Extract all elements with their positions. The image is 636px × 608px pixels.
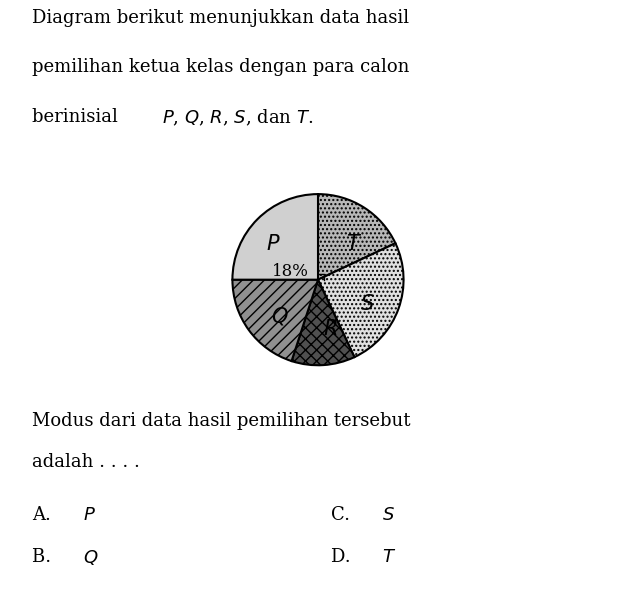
Text: $\it{Q}$: $\it{Q}$ bbox=[83, 548, 98, 567]
Text: D.: D. bbox=[331, 548, 368, 567]
Wedge shape bbox=[232, 280, 318, 361]
Text: Modus dari data hasil pemilihan tersebut: Modus dari data hasil pemilihan tersebut bbox=[32, 412, 410, 430]
Text: $\it{S}$: $\it{S}$ bbox=[361, 294, 375, 314]
Text: B.: B. bbox=[32, 548, 68, 567]
Text: A.: A. bbox=[32, 506, 68, 524]
Wedge shape bbox=[232, 194, 318, 280]
Text: $\it{R}$: $\it{R}$ bbox=[322, 319, 337, 339]
Text: pemilihan ketua kelas dengan para calon: pemilihan ketua kelas dengan para calon bbox=[32, 58, 409, 77]
Text: $\it{T}$: $\it{T}$ bbox=[346, 233, 362, 254]
Text: $\it{P}$, $\it{Q}$, $\it{R}$, $\it{S}$, dan $\it{T}$.: $\it{P}$, $\it{Q}$, $\it{R}$, $\it{S}$, … bbox=[162, 108, 314, 128]
Text: Diagram berikut menunjukkan data hasil: Diagram berikut menunjukkan data hasil bbox=[32, 9, 409, 27]
Text: $\it{P}$: $\it{P}$ bbox=[83, 506, 95, 524]
Wedge shape bbox=[318, 243, 404, 357]
Text: $\it{P}$: $\it{P}$ bbox=[266, 233, 280, 254]
Text: $\it{T}$: $\it{T}$ bbox=[382, 548, 396, 567]
Text: adalah . . . .: adalah . . . . bbox=[32, 452, 140, 471]
Wedge shape bbox=[291, 280, 354, 365]
Text: berinisial: berinisial bbox=[32, 108, 123, 126]
Wedge shape bbox=[318, 194, 396, 280]
Text: C.: C. bbox=[331, 506, 367, 524]
Text: $\it{Q}$: $\it{Q}$ bbox=[271, 305, 288, 326]
Text: 18%: 18% bbox=[272, 263, 309, 280]
Text: $\it{S}$: $\it{S}$ bbox=[382, 506, 394, 524]
